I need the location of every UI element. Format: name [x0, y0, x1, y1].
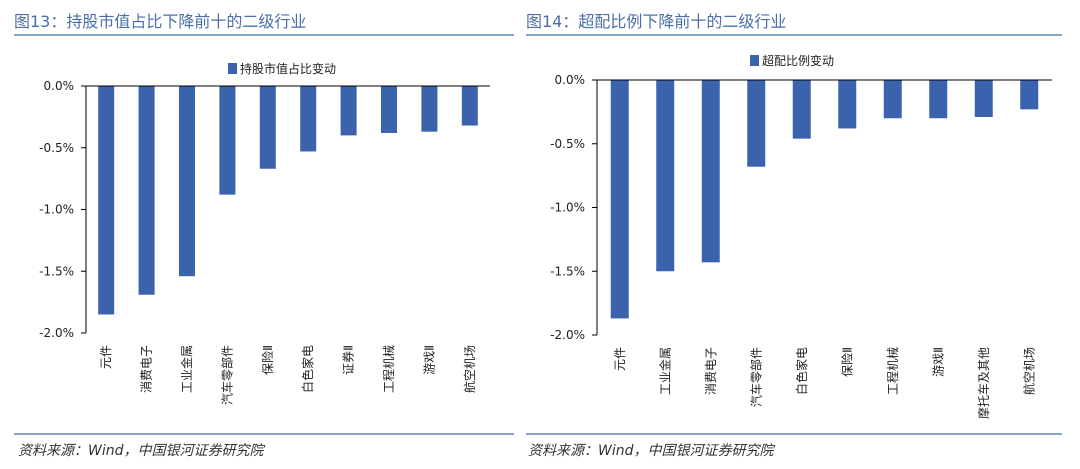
bar [929, 80, 948, 119]
chart-panel-left: 图13：持股市值占比下降前十的二级行业 持股市值占比变动 0.0% -0.5% -1.… [0, 0, 536, 469]
title-divider [14, 34, 514, 36]
bar-chart-holding-value-share: 持股市值占比变动 0.0% -0.5% -1.0% -1.5% -2.0% 元件 消费电子 工业… [39, 61, 490, 405]
source-divider [14, 433, 514, 435]
bar [259, 86, 276, 169]
bar [219, 86, 236, 195]
x-tick-label: 工程机械 [885, 347, 900, 395]
legend-swatch [750, 55, 759, 66]
x-tick-label: 工程机械 [381, 345, 396, 393]
x-tick-label: 汽车零部件 [748, 347, 763, 407]
bar [98, 86, 115, 315]
bar-chart-overweight-ratio: 超配比例变动 0.0% -0.5% -1.0% -1.5% -2.0% 元件 工业金属 消费电子… [550, 53, 1052, 419]
x-tick-label: 白色家电 [300, 345, 315, 393]
y-tick-label: -0.5% [39, 141, 74, 155]
x-tick-label: 航空机场 [1021, 347, 1036, 395]
x-tick-label: 游戏Ⅱ [422, 345, 436, 375]
x-tick-label: 汽车零部件 [219, 345, 234, 405]
bar [838, 80, 857, 129]
x-tick-label: 元件 [613, 347, 627, 371]
y-tick-label: -2.0% [550, 328, 585, 342]
x-tick-label: 工业金属 [657, 347, 672, 395]
title-divider [526, 34, 1062, 36]
x-tick-label: 白色家电 [794, 347, 809, 395]
bar [300, 86, 317, 152]
bar [701, 80, 720, 263]
y-tick-label: -1.5% [39, 264, 74, 278]
source-note: 资料来源：Wind，中国银河证券研究院 [18, 443, 264, 459]
y-tick-label: 0.0% [555, 73, 586, 87]
y-tick-label: 0.0% [44, 79, 75, 93]
legend: 超配比例变动 [750, 53, 834, 68]
y-tick-label: -1.0% [39, 203, 74, 217]
x-tick-label: 消费电子 [704, 347, 718, 395]
x-tick-label: 航空机场 [462, 345, 477, 393]
bar [179, 86, 195, 277]
bar [792, 80, 811, 139]
legend-label: 超配比例变动 [762, 53, 834, 68]
chart-panel-right: 图14：超配比例下降前十的二级行业 超配比例变动 0.0% -0.5% -1.0% -1… [522, 0, 1080, 469]
x-tick-label: 保险Ⅱ [260, 345, 275, 375]
bar [381, 86, 397, 133]
bar [340, 86, 357, 136]
x-tick-label: 工业金属 [179, 345, 194, 393]
x-tick-label: 游戏Ⅱ [931, 347, 945, 377]
legend: 持股市值占比变动 [228, 61, 336, 76]
bar [1020, 80, 1039, 110]
bar [747, 80, 766, 167]
x-tick-label: 消费电子 [140, 345, 154, 393]
bar [461, 86, 478, 126]
y-tick-label: -0.5% [550, 137, 585, 151]
bar [974, 80, 993, 117]
legend-swatch [228, 63, 237, 74]
bar [138, 86, 155, 295]
bar [883, 80, 902, 119]
x-tick-label: 保险Ⅱ [839, 347, 854, 377]
source-note: 资料来源：Wind，中国银河证券研究院 [528, 443, 774, 459]
bar [421, 86, 438, 132]
y-tick-label: -1.5% [550, 264, 585, 278]
legend-label: 持股市值占比变动 [240, 61, 336, 76]
x-tick-label: 元件 [99, 345, 113, 369]
source-divider [526, 433, 1062, 435]
chart-title: 图14：超配比例下降前十的二级行业 [526, 12, 787, 31]
y-tick-label: -1.0% [550, 201, 585, 215]
chart-title: 图13：持股市值占比下降前十的二级行业 [14, 12, 307, 31]
bar [610, 80, 629, 319]
bar [656, 80, 675, 272]
x-tick-label: 摩托车及其他 [976, 347, 991, 419]
y-tick-label: -2.0% [39, 326, 74, 340]
x-tick-label: 证券Ⅱ [341, 345, 356, 375]
